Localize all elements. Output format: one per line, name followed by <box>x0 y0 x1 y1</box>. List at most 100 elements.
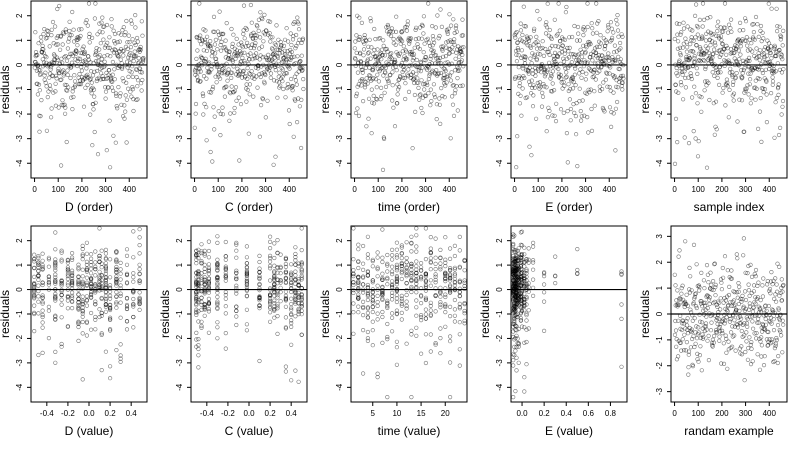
y-tick-label: 0 <box>175 287 184 292</box>
data-point <box>49 106 54 111</box>
data-point <box>356 294 361 300</box>
data-point <box>218 133 223 138</box>
data-point <box>443 68 448 73</box>
data-point <box>738 44 743 49</box>
data-point <box>207 44 212 49</box>
data-point <box>129 94 134 99</box>
data-point <box>68 65 74 70</box>
data-point <box>390 98 395 103</box>
data-point <box>414 325 419 330</box>
data-point <box>259 44 265 49</box>
data-point <box>194 294 199 299</box>
data-point <box>406 67 411 72</box>
data-point <box>80 286 85 291</box>
data-point <box>262 12 267 17</box>
data-point <box>289 318 294 323</box>
data-point <box>617 67 622 72</box>
data-point <box>725 84 730 89</box>
data-point <box>202 253 207 258</box>
data-point <box>575 271 580 276</box>
data-point <box>409 261 414 267</box>
data-point <box>690 49 695 54</box>
data-point <box>750 49 755 54</box>
data-point <box>541 53 547 59</box>
data-point <box>354 33 359 38</box>
data-point <box>202 248 207 253</box>
data-point <box>232 110 237 115</box>
data-point <box>423 54 429 60</box>
data-point <box>423 307 429 312</box>
data-point <box>217 9 222 14</box>
data-point <box>299 304 304 309</box>
data-point <box>199 42 204 47</box>
data-point <box>361 299 366 305</box>
data-point <box>93 260 98 265</box>
data-point <box>568 87 573 92</box>
data-point <box>694 66 699 71</box>
data-point <box>549 36 554 42</box>
data-point <box>751 289 757 294</box>
data-point <box>605 84 610 89</box>
data-point <box>218 111 223 116</box>
data-point <box>76 303 81 308</box>
data-point <box>562 51 567 56</box>
data-point <box>139 70 145 75</box>
data-point <box>683 239 688 244</box>
data-point <box>518 230 524 235</box>
data-point <box>574 62 579 67</box>
data-point <box>514 355 519 360</box>
data-point <box>69 293 75 298</box>
data-point <box>577 59 583 64</box>
data-point <box>387 73 392 78</box>
data-point <box>426 76 432 82</box>
data-point <box>356 259 361 264</box>
data-point <box>298 58 303 64</box>
data-point <box>375 265 380 270</box>
data-point <box>257 303 262 308</box>
data-point <box>409 234 414 239</box>
data-point <box>46 29 51 34</box>
data-point <box>539 61 544 67</box>
data-point <box>84 240 89 245</box>
data-point <box>399 296 404 301</box>
data-point <box>686 352 691 357</box>
data-point <box>571 55 577 60</box>
data-point <box>453 68 458 73</box>
data-point <box>206 284 211 289</box>
data-point <box>380 276 385 281</box>
data-point <box>711 301 716 306</box>
data-point <box>135 35 140 41</box>
data-point <box>69 281 75 286</box>
data-point <box>52 24 58 29</box>
data-point <box>206 288 211 293</box>
data-point <box>575 24 581 30</box>
data-point <box>268 234 273 239</box>
data-point <box>448 256 453 262</box>
data-point <box>697 285 702 290</box>
data-point <box>546 49 551 55</box>
data-point <box>386 24 391 29</box>
data-point <box>693 2 699 7</box>
data-point <box>443 257 448 262</box>
data-point <box>690 28 695 33</box>
data-point <box>137 49 142 54</box>
data-point <box>567 97 573 102</box>
data-point <box>433 255 438 260</box>
data-point <box>369 78 374 83</box>
data-point <box>552 113 557 118</box>
data-point <box>672 272 677 277</box>
data-point <box>740 75 745 80</box>
data-point <box>218 76 223 81</box>
data-point <box>558 72 563 78</box>
data-point <box>409 286 414 291</box>
data-point <box>524 362 529 367</box>
data-point <box>390 297 395 302</box>
data-point <box>410 70 416 75</box>
data-point <box>103 268 108 273</box>
data-point <box>268 306 273 311</box>
data-point <box>752 300 757 305</box>
data-point <box>289 270 294 275</box>
data-point <box>519 229 525 234</box>
data-point <box>351 257 356 262</box>
data-point <box>518 28 524 33</box>
